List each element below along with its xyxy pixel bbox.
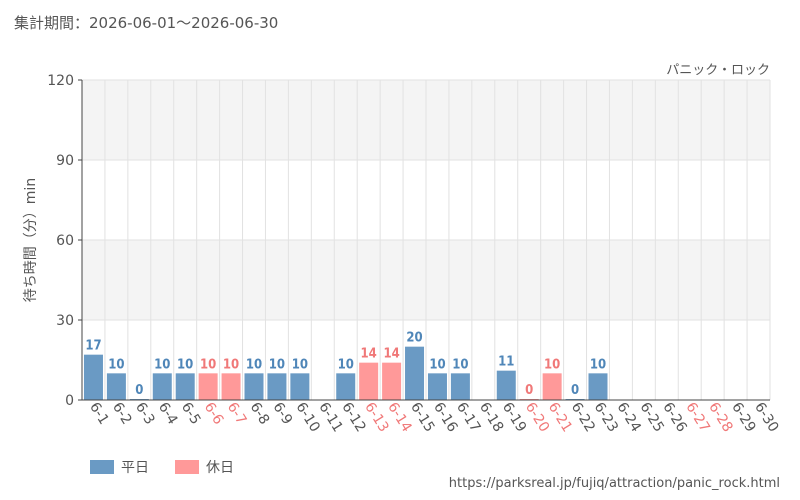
y-tick-label: 120 [47, 73, 74, 89]
y-tick-label: 90 [56, 153, 74, 169]
x-tick-label-6-7: 6-7 [224, 400, 250, 428]
x-tick-label-6-5: 6-5 [178, 400, 204, 428]
source-url: https://parksreal.jp/fujiq/attraction/pa… [449, 476, 780, 491]
x-tick-label-6-14: 6-14 [384, 400, 414, 436]
data-label-6-16: 10 [429, 357, 445, 372]
data-label-6-17: 10 [452, 357, 468, 372]
bar-6-7 [222, 373, 241, 400]
data-label-6-15: 20 [406, 331, 422, 346]
y-tick-labels: 0 30 60 90 120 [47, 73, 74, 409]
data-label-6-2: 10 [108, 357, 124, 372]
x-tick-label-6-4: 6-4 [155, 400, 181, 428]
x-tick-label-6-6: 6-6 [201, 400, 227, 428]
x-tick-label-6-12: 6-12 [338, 400, 368, 435]
x-tick-label-6-27: 6-27 [682, 400, 712, 435]
data-label-6-4: 10 [154, 357, 170, 372]
data-label-6-10: 10 [292, 357, 308, 372]
data-label-6-1: 17 [85, 339, 101, 354]
legend-swatch-weekday [90, 460, 114, 474]
x-tick-label-6-9: 6-9 [270, 400, 296, 428]
x-tick-label-6-1: 6-1 [86, 400, 112, 428]
x-tick-label-6-29: 6-29 [728, 400, 758, 435]
x-tick-label-6-20: 6-20 [522, 400, 552, 435]
bar-6-4 [153, 373, 172, 400]
bar-6-9 [267, 373, 286, 400]
x-tick-label-6-25: 6-25 [636, 400, 666, 435]
data-label-6-20: 0 [525, 383, 533, 398]
x-tick-label-6-22: 6-22 [568, 400, 598, 435]
x-tick-label-6-11: 6-11 [315, 400, 345, 435]
x-tick-label-6-17: 6-17 [453, 400, 483, 435]
y-tick-label: 30 [56, 313, 74, 329]
chart-title: パニック・ロック [666, 63, 770, 78]
bar-6-13 [359, 363, 378, 400]
data-label-6-12: 10 [338, 357, 354, 372]
x-tick-label-6-24: 6-24 [614, 400, 644, 436]
bar-6-21 [543, 373, 562, 400]
legend-swatch-holiday [175, 460, 199, 474]
bar-6-1 [84, 355, 103, 400]
x-tick-label-6-26: 6-26 [659, 400, 689, 436]
data-label-6-13: 14 [361, 347, 377, 362]
data-label-6-23: 10 [590, 357, 606, 372]
bar-6-2 [107, 373, 126, 400]
data-label-6-3: 0 [135, 383, 143, 398]
bar-6-15 [405, 347, 424, 400]
data-label-6-9: 10 [269, 357, 285, 372]
data-label-6-21: 10 [544, 357, 560, 372]
x-tick-label-6-21: 6-21 [545, 400, 575, 435]
data-label-6-8: 10 [246, 357, 262, 372]
x-tick-label-6-23: 6-23 [591, 400, 621, 435]
x-tick-label-6-30: 6-30 [751, 400, 781, 435]
x-tick-label-6-19: 6-19 [499, 400, 529, 435]
bar-6-17 [451, 373, 470, 400]
legend-label-holiday: 休日 [206, 460, 234, 476]
data-label-6-19: 11 [498, 355, 514, 370]
data-label-6-14: 14 [383, 347, 399, 362]
period-label: 集計期間：2026-06-01～2026-06-30 [14, 14, 278, 32]
legend: 平日 休日 [90, 460, 234, 476]
data-label-6-22: 0 [571, 383, 579, 398]
x-tick-label-6-18: 6-18 [476, 400, 506, 435]
y-axis-label: 待ち時間（分）min [23, 178, 39, 302]
x-tick-label-6-3: 6-3 [132, 400, 158, 428]
data-label-6-7: 10 [223, 357, 239, 372]
x-tick-label-6-15: 6-15 [407, 400, 437, 435]
x-tick-label-6-16: 6-16 [430, 400, 460, 436]
bar-6-8 [245, 373, 264, 400]
bar-6-6 [199, 373, 218, 400]
x-tick-label-6-13: 6-13 [361, 400, 391, 435]
x-tick-label-6-28: 6-28 [705, 400, 735, 435]
bar-6-16 [428, 373, 447, 400]
legend-label-weekday: 平日 [121, 460, 149, 476]
bar-6-23 [589, 373, 608, 400]
bar-6-14 [382, 363, 401, 400]
x-tick-label-6-10: 6-10 [292, 400, 322, 435]
bar-6-12 [336, 373, 355, 400]
x-tick-label-6-8: 6-8 [247, 400, 273, 428]
bar-6-10 [290, 373, 309, 400]
x-tick-labels: 6-16-26-36-46-56-66-76-86-96-106-116-126… [86, 400, 781, 436]
y-tick-label: 60 [56, 233, 74, 249]
bar-6-5 [176, 373, 195, 400]
x-tick-label-6-2: 6-2 [109, 400, 135, 428]
bar-6-19 [497, 371, 516, 400]
data-label-6-6: 10 [200, 357, 216, 372]
data-label-6-5: 10 [177, 357, 193, 372]
y-tick-label: 0 [65, 393, 74, 409]
